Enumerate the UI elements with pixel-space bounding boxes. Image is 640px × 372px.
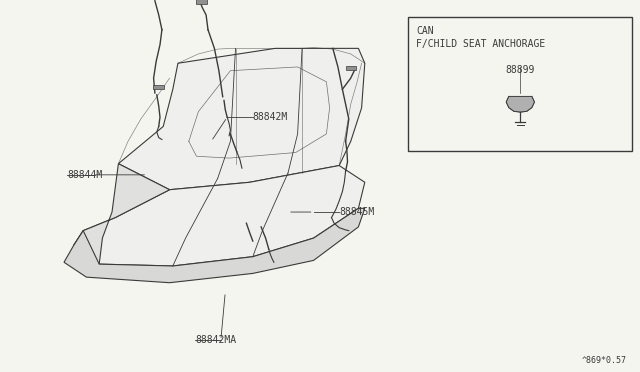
Text: F/CHILD SEAT ANCHORAGE: F/CHILD SEAT ANCHORAGE xyxy=(416,39,545,49)
Text: CAN: CAN xyxy=(416,26,434,36)
Polygon shape xyxy=(74,166,365,266)
FancyBboxPatch shape xyxy=(408,17,632,151)
Polygon shape xyxy=(74,164,170,264)
Text: 88845M: 88845M xyxy=(339,207,374,217)
Bar xyxy=(196,0,207,4)
Text: 88842MA: 88842MA xyxy=(195,336,236,345)
Text: ^869*0.57: ^869*0.57 xyxy=(582,356,627,365)
Bar xyxy=(346,66,356,70)
Polygon shape xyxy=(118,48,365,190)
Text: 88899: 88899 xyxy=(506,65,535,75)
Text: 88842M: 88842M xyxy=(253,112,288,122)
Polygon shape xyxy=(506,96,534,112)
Text: 88844M: 88844M xyxy=(67,170,102,180)
Bar xyxy=(153,85,164,89)
Polygon shape xyxy=(64,208,365,283)
